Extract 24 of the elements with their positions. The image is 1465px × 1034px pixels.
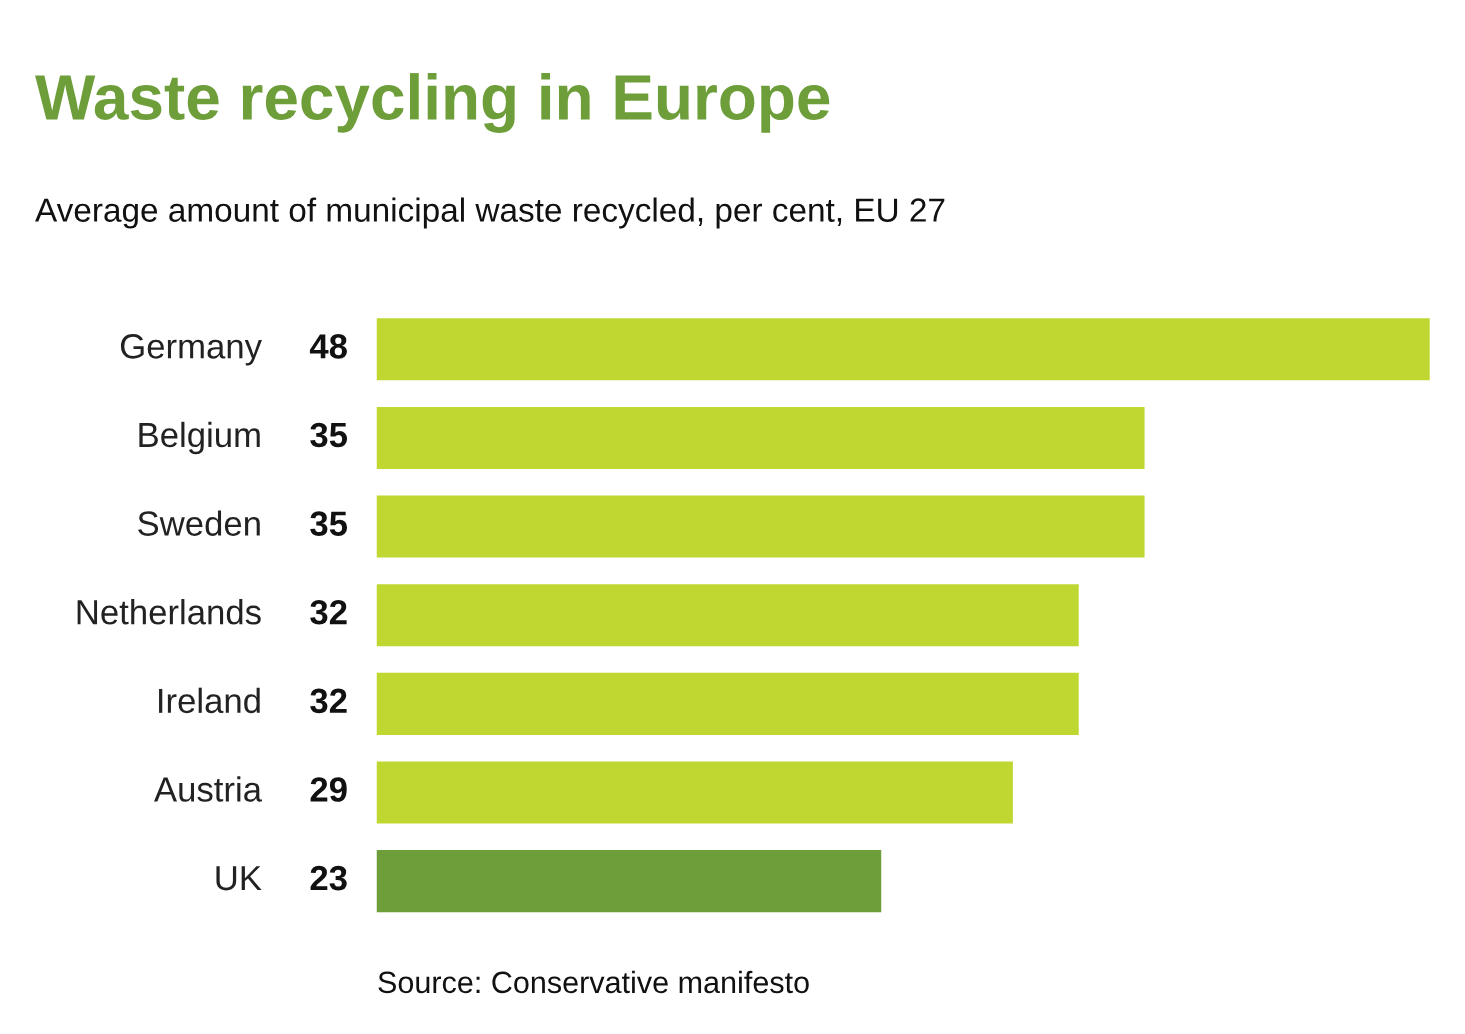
bar [376,584,1079,647]
data-label: 32 [310,599,347,625]
bar [376,406,1145,469]
chart-title: Waste recycling in Europe [35,73,830,133]
source-note: Source: Conservative manifesto [378,970,809,994]
y-tick-label: Ireland [159,687,260,714]
data-label: 29 [310,777,347,802]
y-tick-label: Sweden [138,510,260,536]
bar [376,495,1145,558]
y-tick-label: Austria [154,776,262,802]
y-tick-label: Belgium [139,421,260,455]
chart-subtitle: Average amount of municipal waste recycled, per cent, EU 27 [35,197,945,229]
data-label: 48 [309,334,347,359]
data-label: 35 [310,422,348,448]
data-label: 23 [310,865,347,891]
bar [376,318,1430,381]
bar [376,850,882,913]
y-tick-label: Netherlands [77,599,261,625]
bar [376,672,1079,735]
data-label: 32 [310,688,347,714]
bar [376,761,1013,824]
y-tick-label: UK [216,866,262,891]
data-label: 35 [310,511,348,536]
y-tick-label: Germany [120,334,262,366]
